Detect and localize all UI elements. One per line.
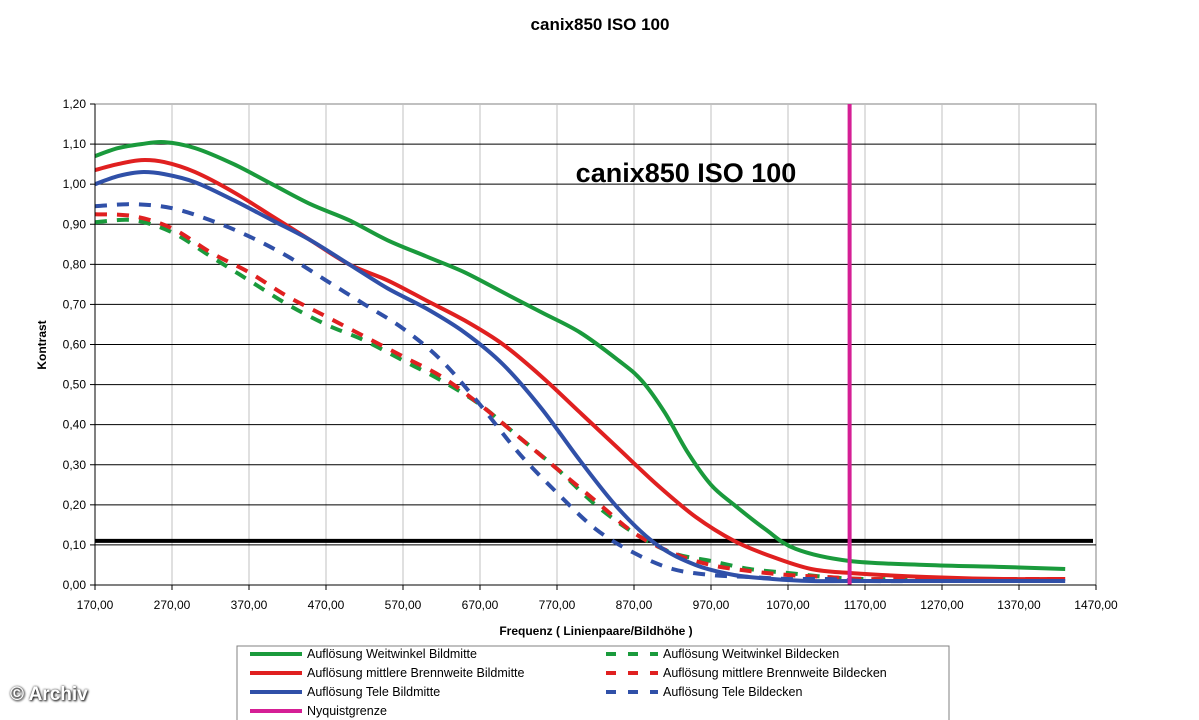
legend-box [236,645,950,720]
y-tick-label: 0,20 [63,498,87,512]
y-tick-label: 0,90 [63,217,87,231]
y-tick-label: 0,00 [63,578,87,592]
series-line-aufl-sung-mittlere-brennweite-bildmitte [94,158,1066,582]
chart-annotation: canix850 ISO 100 [576,158,797,188]
y-tick-label: 0,30 [63,458,87,472]
x-tick-label: 270,00 [154,598,191,612]
y-axis-label: Kontrast [35,320,49,369]
x-tick-label: 1170,00 [844,598,887,612]
x-tick-label: 470,00 [308,598,345,612]
x-tick-label: 970,00 [693,598,730,612]
legend-label-aufl-sung-weitwinkel-bildmitte: Auflösung Weitwinkel Bildmitte [307,647,477,661]
x-tick-label: 870,00 [616,598,653,612]
y-tick-label: 0,10 [63,538,87,552]
legend-label-aufl-sung-tele-bildmitte: Auflösung Tele Bildmitte [307,685,440,699]
x-tick-label: 670,00 [462,598,499,612]
x-tick-label: 1070,00 [766,598,810,612]
x-tick-label: 370,00 [231,598,268,612]
legend-label-aufl-sung-mittlere-brennweite-bildecken: Auflösung mittlere Brennweite Bildecken [663,666,887,680]
legend-label-nyquistgrenze: Nyquistgrenze [307,704,387,718]
chart-title: canix850 ISO 100 [531,15,670,34]
x-tick-label: 1470,00 [1074,598,1118,612]
y-tick-label: 0,60 [63,338,87,352]
y-tick-label: 1,20 [63,97,87,111]
legend-label-aufl-sung-tele-bildecken: Auflösung Tele Bildecken [663,685,802,699]
legend: Auflösung Weitwinkel Bildmitte Auflösung … [236,645,950,720]
y-tick-label: 0,50 [63,378,87,392]
y-tick-label: 0,70 [63,297,87,311]
x-tick-label: 1270,00 [920,598,964,612]
x-tick-label: 170,00 [77,598,114,612]
axes: 170,00 270,00 370,00 470,00 570,00 670,00 770,… [63,97,1118,612]
x-tick-label: 770,00 [539,598,576,612]
y-tick-label: 1,00 [63,177,87,191]
series-lines [94,104,1093,585]
x-axis-label: Frequenz ( Linienpaare/Bildhöhe ) [499,624,692,638]
series-line-aufl-sung-tele-bildmitte [94,170,1066,584]
y-tick-label: 0,80 [63,257,87,271]
x-tick-label: 570,00 [385,598,422,612]
legend-label-aufl-sung-mittlere-brennweite-bildmitte: Auflösung mittlere Brennweite Bildmitte [307,666,525,680]
y-tick-label: 0,40 [63,418,87,432]
legend-label-aufl-sung-weitwinkel-bildecken: Auflösung Weitwinkel Bildecken [663,647,839,661]
y-tick-label: 1,10 [63,137,87,151]
watermark-text: © Archiv [10,684,88,705]
series-line-aufl-sung-weitwinkel-bildmitte [94,139,1066,571]
x-tick-label: 1370,00 [997,598,1041,612]
